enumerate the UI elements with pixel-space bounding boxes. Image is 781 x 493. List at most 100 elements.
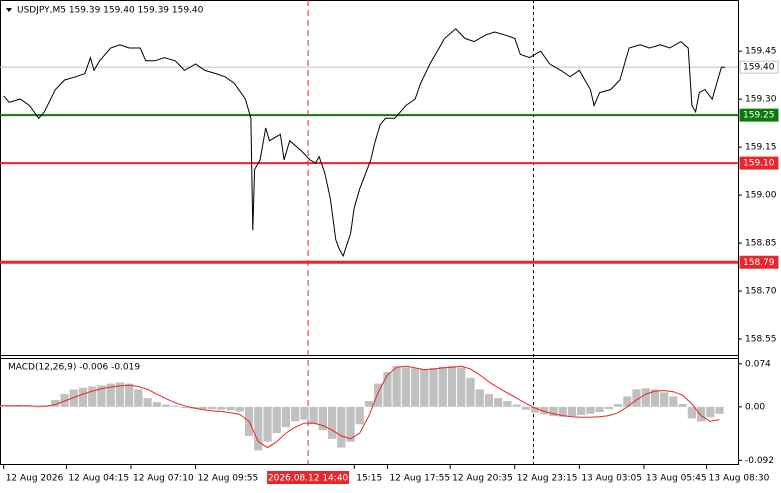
y-tick-label: 159.15 [745,143,777,153]
macd-bar [143,398,152,407]
x-tick-label: 13 Aug 08:30 [709,474,770,484]
macd-bar [60,394,69,407]
macd-bar [650,389,660,407]
macd-bar [577,406,586,415]
x-tick-label: 12 Aug 04:15 [68,474,129,484]
macd-bar [226,406,235,411]
macd-bar [484,394,494,407]
macd-bar [447,366,457,407]
macd-bar [401,367,411,407]
macd-bar [549,406,558,417]
y-tick-label: -0.092 [745,456,774,466]
level-label: 159.40 [743,63,775,73]
macd-bar [254,406,263,451]
macd-bar [337,406,346,448]
macd-bar [660,392,669,407]
y-tick-label: 0.00 [745,402,765,412]
macd-bar [586,406,595,414]
chart-title: USDJPY,M5 159.39 159.40 159.39 159.40 [17,6,204,16]
y-tick-label: 159.30 [745,95,777,105]
macd-bar [503,401,512,407]
macd-bar [281,406,291,428]
macd-bar [208,406,217,410]
y-tick-label: 158.70 [745,287,777,297]
y-tick-label: 159.45 [745,47,777,57]
macd-bar [595,406,604,413]
macd-bar [613,403,623,407]
macd-bar [309,406,318,425]
macd-bar [623,396,632,407]
macd-title: MACD(12,26,9) -0.006 -0.019 [8,363,140,373]
level-label: 159.25 [743,111,775,121]
macd-bar [457,367,466,407]
macd-bar [521,406,530,410]
y-tick-label: 159.00 [745,191,777,201]
macd-bar [97,385,106,407]
x-tick-label: 12 Aug 17:55 [389,474,450,484]
level-label-box [739,108,779,122]
macd-bar [678,403,687,407]
macd-bar [327,406,337,439]
level-label-box [739,60,779,74]
macd-bar [706,406,715,418]
macd-bar [364,401,374,407]
signal-line [0,365,720,449]
x-tick-label: 12 Aug 23:15 [517,474,578,484]
macd-bar [420,369,429,407]
crosshair-label-box [267,471,350,484]
x-tick-label: 13 Aug 05:45 [646,474,707,484]
macd-bar [5,405,14,407]
macd-bar [374,383,383,407]
macd-bar [632,389,641,407]
macd-bar [346,406,355,442]
macd-bar [115,382,125,407]
macd-bar [51,399,60,407]
macd-bar [78,387,88,407]
macd-bar [355,406,364,425]
macd-bar [134,389,143,407]
level-label: 159.10 [743,159,775,169]
macd-bar [604,406,613,410]
macd-bar [530,406,540,413]
macd-bar [198,406,208,410]
macd-bar [411,368,420,407]
macd-bar [466,377,475,407]
macd-bar [475,389,484,407]
macd-bar [494,398,503,407]
macd-bar [152,402,161,407]
level-label-box [739,255,779,269]
menu-arrow[interactable] [6,8,12,12]
y-tick-label: 158.55 [745,335,777,345]
level-label-box [739,156,779,170]
macd-bar [641,388,650,407]
macd-bar [687,406,696,419]
macd-bar [0,405,5,407]
macd-bar [429,367,438,407]
macd-bar [696,406,706,422]
macd-bar [669,396,678,407]
macd-bar [235,406,244,412]
macd-bar [180,406,189,409]
macd-bar [106,383,115,407]
macd-bar [715,406,724,414]
y-tick-label: 158.85 [745,239,777,249]
macd-bar [300,406,309,420]
macd-bar [540,406,549,415]
macd-bar [263,406,272,442]
macd-bar [272,406,281,434]
macd-bar [32,406,42,408]
x-tick-label: 12 Aug 07:10 [133,474,194,484]
x-tick-label: 15:15 [356,474,382,484]
x-tick-label: 13 Aug 03:05 [581,474,642,484]
price-line [3,28,726,258]
y-tick-label: 0.074 [745,359,771,369]
x-tick-label: 12 Aug 2026 [6,474,64,484]
macd-bar [558,406,567,417]
crosshair-label: 2026.08.12 14:40 [268,474,349,484]
macd-bar [217,406,226,410]
macd-bar [125,383,134,407]
macd-bar [383,371,392,407]
macd-bar [512,404,521,407]
macd-bar [171,405,180,407]
